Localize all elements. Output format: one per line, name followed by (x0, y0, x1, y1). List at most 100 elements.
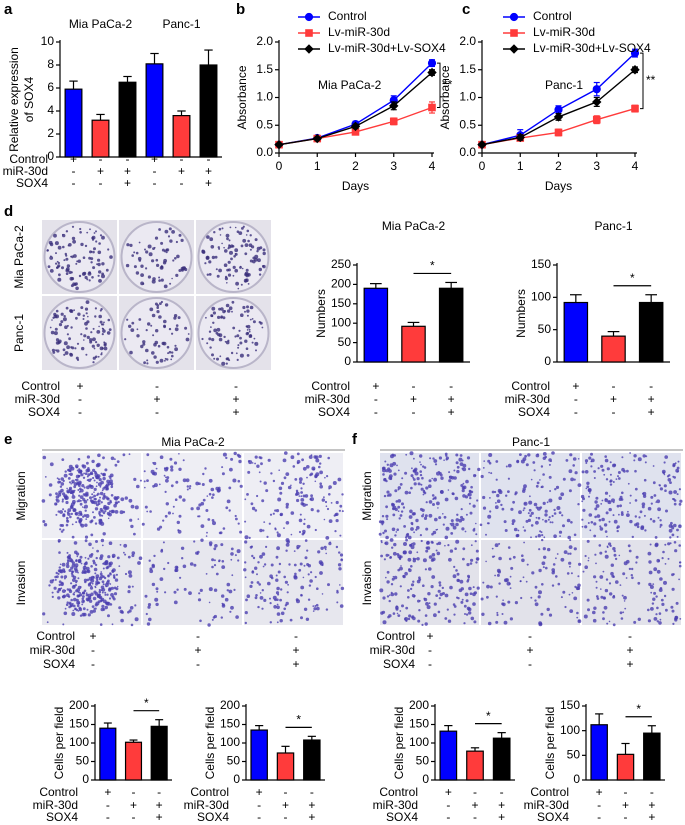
cell-dot (276, 533, 281, 538)
cell-dot (145, 250, 149, 254)
cell-dot (84, 556, 87, 559)
cell-dot (57, 587, 62, 592)
cell-dot (319, 482, 323, 486)
cell-dot (294, 478, 298, 481)
cell-dot (93, 494, 96, 498)
cell-dot (174, 344, 177, 347)
cell-dot (68, 589, 73, 594)
cell-dot (56, 477, 59, 480)
y-axis-label: Absorbance (438, 65, 452, 129)
cell-dot (507, 463, 512, 468)
cell-image (141, 451, 243, 537)
cell-dot (82, 256, 86, 260)
cell-dot (337, 477, 342, 482)
cell-image (42, 538, 143, 627)
cell-dot (66, 519, 70, 523)
cell-dot (433, 602, 437, 606)
cell-dot (550, 460, 552, 463)
cell-dot (381, 466, 385, 470)
cell-dot (98, 242, 101, 245)
cell-dot (340, 558, 343, 560)
cell-dot (661, 602, 665, 607)
cell-dot (51, 595, 54, 599)
cell-dot (315, 458, 320, 463)
cell-dot (573, 547, 577, 551)
cell-dot (101, 327, 104, 330)
cell-dot (111, 484, 113, 486)
cell-dot (387, 467, 391, 471)
cell-dot (232, 326, 236, 330)
condition-mark: + (426, 629, 433, 643)
cell-dot (159, 358, 164, 363)
y-tick-label: 0 (233, 772, 240, 786)
cell-dot (258, 583, 262, 586)
cell-dot (224, 249, 228, 253)
cell-dot (278, 469, 281, 472)
cell-dot (296, 498, 300, 503)
y-tick-label: 2.0 (459, 34, 476, 48)
cell-dot (413, 482, 417, 486)
cell-dot (494, 505, 499, 510)
cell-dot (83, 578, 88, 582)
cell-dot (417, 619, 421, 623)
cell-dot (114, 578, 119, 582)
cell-dot (204, 262, 207, 265)
cell-dot (530, 511, 534, 515)
cell-dot (55, 503, 58, 506)
cell-dot (670, 521, 673, 525)
condition-mark: - (106, 810, 110, 824)
cell-dot (235, 281, 240, 286)
cell-dot (84, 535, 89, 539)
cell-dot (512, 500, 515, 504)
cell-dot (167, 235, 171, 238)
cell-dot (648, 560, 652, 564)
cell-dot (419, 534, 422, 537)
cell-dot (640, 525, 645, 529)
cell-dot (155, 258, 159, 262)
cell-dot (487, 621, 492, 626)
cell-dot (637, 617, 641, 621)
cell-dot (156, 590, 159, 593)
marker (630, 49, 640, 58)
cell-dot (532, 461, 536, 464)
cell-dot (656, 569, 661, 574)
cell-image (378, 451, 481, 540)
cell-dot (487, 459, 491, 463)
micrograph (481, 540, 580, 625)
cell-dot (198, 515, 201, 518)
micrograph (481, 453, 580, 538)
cell-dot (452, 574, 457, 579)
cell-dot (310, 508, 314, 512)
cell-dot (178, 514, 182, 518)
cell-dot (244, 576, 247, 579)
condition-mark: - (106, 798, 110, 812)
cell-dot (145, 612, 148, 616)
cell-dot (675, 468, 680, 473)
cell-dot (475, 533, 478, 536)
cell-dot (106, 331, 111, 335)
cell-dot (609, 461, 612, 464)
cell-dot (619, 504, 622, 508)
cell-dot (153, 342, 157, 347)
cell-dot (134, 604, 137, 607)
cell-dot (314, 575, 317, 579)
y-tick-label: 0.0 (256, 145, 273, 159)
cell-dot (211, 306, 216, 311)
cell-dot (74, 608, 77, 611)
cell-dot (276, 605, 280, 610)
cell-dot (549, 521, 552, 524)
cell-dot (82, 595, 85, 598)
cell-dot (495, 595, 498, 598)
marker (312, 133, 322, 144)
cell-dot (86, 320, 90, 324)
cell-dot (397, 614, 401, 617)
cell-dot (275, 578, 279, 582)
significance-bracket (437, 62, 441, 108)
cell-dot (618, 513, 620, 516)
cell-dot (409, 587, 413, 591)
cell-dot (328, 493, 331, 496)
y-tick-label: 0 (422, 772, 429, 786)
cell-dot (606, 467, 610, 471)
cell-dot (431, 477, 434, 480)
cell-dot (306, 563, 310, 566)
